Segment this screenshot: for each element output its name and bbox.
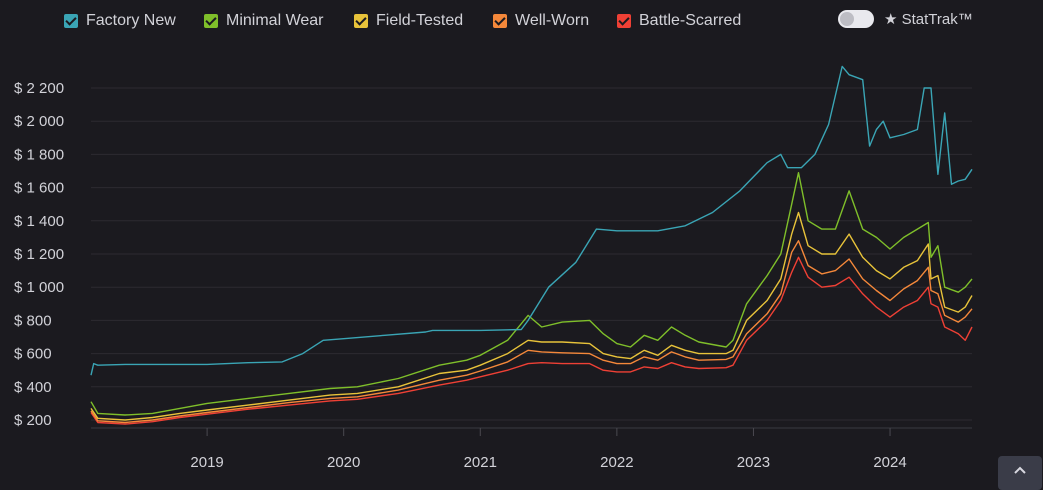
y-tick-label: $ 1 800: [14, 146, 64, 163]
y-tick-label: $ 1 400: [14, 213, 64, 230]
checkbox-well-worn[interactable]: [493, 14, 507, 28]
legend-item-field-tested[interactable]: Field-Tested: [354, 12, 463, 30]
x-tick-label: 2023: [737, 454, 770, 471]
y-tick-label: $ 1 200: [14, 246, 64, 263]
stattrak-label: ★ StatTrak™: [884, 11, 973, 28]
y-tick-label: $ 1 000: [14, 279, 64, 296]
series-line-well-worn[interactable]: [90, 239, 973, 424]
checkbox-battle-scarred[interactable]: [617, 14, 631, 28]
series-line-field-tested[interactable]: [90, 211, 973, 421]
series-line-factory-new[interactable]: [90, 65, 973, 376]
legend-item-factory-new[interactable]: Factory New: [64, 12, 176, 30]
legend-label-battle-scarred: Battle-Scarred: [639, 12, 742, 29]
y-tick-label: $ 2 000: [14, 113, 64, 130]
stattrak-toggle[interactable]: [838, 10, 874, 28]
legend-item-battle-scarred[interactable]: Battle-Scarred: [617, 12, 741, 30]
x-tick-label: 2024: [873, 454, 906, 471]
legend-item-minimal-wear[interactable]: Minimal Wear: [204, 12, 324, 30]
x-tick-label: 2020: [327, 454, 360, 471]
toggle-knob: [840, 12, 854, 26]
x-tick-label: 2021: [464, 454, 497, 471]
legend-label-well-worn: Well-Worn: [515, 12, 590, 29]
series-line-battle-scarred[interactable]: [90, 256, 973, 425]
chevron-up-icon: [1014, 466, 1026, 474]
y-tick-label: $ 1 600: [14, 180, 64, 197]
scroll-top-button[interactable]: [998, 456, 1042, 490]
legend-label-factory-new: Factory New: [86, 12, 176, 29]
checkbox-minimal-wear[interactable]: [204, 14, 218, 28]
legend-label-minimal-wear: Minimal Wear: [226, 12, 324, 29]
x-tick-label: 2022: [600, 454, 633, 471]
y-tick-label: $ 800: [14, 312, 52, 329]
y-tick-label: $ 600: [14, 346, 52, 363]
legend-item-well-worn[interactable]: Well-Worn: [493, 12, 589, 30]
series-line-minimal-wear[interactable]: [90, 171, 973, 416]
legend-label-field-tested: Field-Tested: [376, 12, 464, 29]
checkbox-factory-new[interactable]: [64, 14, 78, 28]
checkbox-field-tested[interactable]: [354, 14, 368, 28]
y-tick-label: $ 400: [14, 379, 52, 396]
y-tick-label: $ 200: [14, 412, 52, 429]
stattrak-toggle-group: ★ StatTrak™: [838, 10, 973, 28]
x-tick-label: 2019: [190, 454, 223, 471]
y-tick-label: $ 2 200: [14, 80, 64, 97]
